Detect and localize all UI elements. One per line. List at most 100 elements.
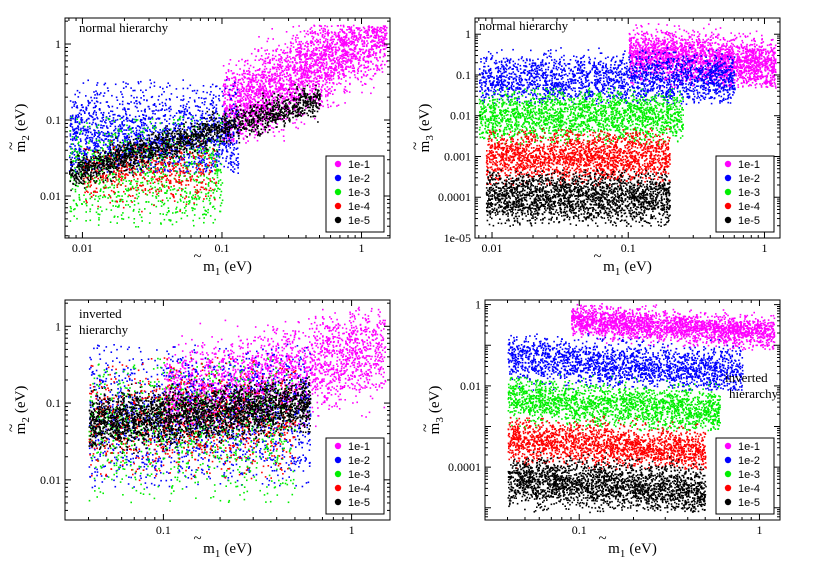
scatter-point — [107, 148, 110, 150]
scatter-point — [257, 50, 260, 52]
scatter-point — [260, 123, 262, 126]
scatter-point — [118, 204, 120, 207]
scatter-point — [227, 94, 229, 96]
scatter-point — [369, 48, 372, 51]
scatter-point — [382, 39, 385, 42]
scatter-point — [169, 114, 172, 117]
scatter-point — [213, 122, 215, 125]
scatter-point — [92, 121, 94, 124]
scatter-point — [84, 188, 87, 191]
scatter-point — [234, 77, 237, 79]
scatter-point — [292, 83, 294, 85]
scatter-point — [304, 84, 306, 87]
scatter-point — [163, 127, 166, 130]
scatter-point — [73, 103, 76, 106]
scatter-point — [357, 70, 360, 72]
scatter-point — [75, 134, 77, 137]
scatter-point — [76, 89, 79, 92]
scatter-point — [340, 66, 342, 68]
scatter-point — [314, 40, 317, 42]
scatter-point — [96, 116, 98, 119]
scatter-point — [112, 155, 115, 158]
scatter-point — [320, 52, 323, 55]
scatter-point — [144, 156, 146, 159]
scatter-point — [105, 208, 108, 211]
scatter-point — [282, 129, 285, 131]
scatter-point — [146, 194, 149, 196]
scatter-point — [182, 134, 184, 137]
scatter-point — [211, 104, 214, 107]
scatter-point — [272, 67, 274, 70]
scatter-point — [282, 95, 285, 98]
scatter-point — [309, 53, 312, 56]
scatter-point — [95, 131, 98, 134]
scatter-point — [289, 77, 291, 80]
scatter-point — [312, 32, 315, 34]
scatter-point — [305, 65, 307, 67]
scatter-point — [215, 166, 217, 168]
scatter-point — [321, 54, 324, 57]
scatter-point — [184, 113, 186, 116]
scatter-point — [290, 83, 293, 86]
scatter-point — [266, 40, 269, 43]
scatter-point — [314, 64, 316, 66]
scatter-point — [271, 28, 273, 30]
scatter-point — [306, 67, 308, 70]
scatter-point — [258, 69, 260, 71]
scatter-point — [70, 116, 73, 119]
scatter-point — [102, 144, 105, 146]
scatter-point — [224, 91, 226, 93]
scatter-point — [166, 127, 169, 130]
scatter-point — [82, 82, 85, 84]
scatter-point — [108, 134, 110, 136]
scatter-point — [341, 58, 343, 60]
scatter-point — [345, 65, 348, 68]
scatter-point — [275, 68, 278, 71]
scatter-point — [237, 124, 240, 126]
scatter-point — [162, 173, 165, 175]
scatter-point — [203, 159, 205, 162]
scatter-point — [129, 114, 131, 117]
scatter-point — [298, 112, 300, 115]
scatter-point — [297, 80, 300, 82]
scatter-point — [330, 74, 333, 77]
scatter-point — [267, 37, 270, 40]
scatter-point — [127, 204, 130, 206]
scatter-point — [379, 35, 381, 38]
scatter-point — [241, 126, 243, 128]
scatter-point — [93, 110, 96, 112]
scatter-point — [328, 48, 330, 50]
scatter-point — [300, 82, 302, 84]
scatter-point — [196, 105, 199, 107]
scatter-point — [223, 83, 225, 86]
scatter-point — [192, 157, 195, 159]
scatter-point — [334, 60, 336, 62]
scatter-point — [235, 140, 238, 142]
scatter-point — [306, 30, 309, 33]
scatter-point — [246, 88, 248, 90]
scatter-point — [183, 111, 186, 113]
scatter-point — [73, 105, 75, 107]
scatter-point — [281, 86, 283, 89]
scatter-point — [336, 49, 338, 52]
scatter-point — [361, 76, 363, 79]
scatter-point — [306, 76, 308, 78]
scatter-point — [101, 139, 104, 141]
scatter-point — [260, 105, 262, 108]
scatter-point — [248, 67, 250, 70]
scatter-point — [256, 131, 258, 134]
scatter-point — [311, 53, 313, 55]
scatter-point — [335, 57, 338, 59]
scatter-point — [164, 114, 167, 116]
scatter-point — [169, 135, 172, 138]
scatter-point — [219, 122, 222, 124]
scatter-point — [160, 151, 163, 153]
scatter-point — [369, 35, 372, 38]
scatter-point — [283, 52, 286, 55]
scatter-point — [308, 57, 311, 60]
scatter-point — [320, 95, 323, 97]
scatter-point — [158, 155, 161, 157]
scatter-point — [383, 26, 386, 28]
scatter-point — [285, 95, 288, 98]
scatter-point — [130, 147, 132, 149]
